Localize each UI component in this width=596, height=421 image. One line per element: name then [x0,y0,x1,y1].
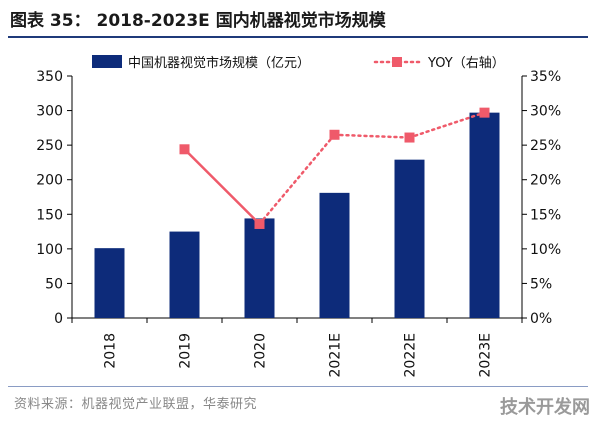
y-tick-label-left: 0 [54,311,63,327]
legend-label-bar: 中国机器视觉市场规模（亿元） [128,55,310,71]
yoy-line-segment [408,111,486,139]
figure-title: 图表 35： 2018-2023E 国内机器视觉市场规模 [10,11,386,31]
yoy-marker [254,218,265,229]
bar-market-size [319,192,350,318]
yoy-marker [329,129,340,140]
y-tick-label-left: 350 [36,69,63,85]
bar-market-size [394,159,425,318]
x-tick-label: 2018 [103,333,119,369]
source-note: 资料来源：机器视觉产业联盟，华泰研究 [14,397,258,412]
bar-market-size [94,248,125,318]
y-tick-label-right: 10% [530,242,561,258]
legend-swatch-bar [92,55,122,68]
y-tick-label-left: 200 [36,173,63,189]
y-tick-label-right: 5% [530,276,552,292]
y-tick-label-right: 25% [530,138,561,154]
y-tick-label-left: 150 [36,207,63,223]
legend-marker-line [392,57,402,67]
title-divider [8,36,588,38]
yoy-line-segment [183,148,261,226]
yoy-marker [479,107,490,118]
y-tick-label-left: 250 [36,138,63,154]
y-tick-label-right: 0% [530,311,552,327]
watermark: 技术开发网 [500,397,590,418]
yoy-line-segment [258,133,336,226]
x-tick-label: 2022E [403,333,419,377]
y-tick-label-left: 50 [45,276,63,292]
y-tick-label-left: 300 [36,104,63,120]
y-tick-label-left: 100 [36,242,63,258]
yoy-marker [404,132,415,143]
yoy-marker [179,144,190,155]
bar-market-size [169,231,200,318]
x-tick-label: 2020 [253,333,269,369]
source-divider [8,386,588,387]
bar-market-size [469,112,500,318]
y-tick-label-right: 15% [530,207,561,223]
y-tick-label-right: 30% [530,104,561,120]
y-tick-label-right: 35% [530,69,561,85]
x-tick-label: 2021E [328,333,344,377]
x-tick-label: 2019 [178,333,194,369]
bar-market-size [244,218,275,318]
yoy-line-segment [333,133,411,139]
legend-label-line: YOY（右轴） [427,56,505,71]
x-tick-label: 2023E [478,333,494,377]
y-tick-label-right: 20% [530,173,561,189]
